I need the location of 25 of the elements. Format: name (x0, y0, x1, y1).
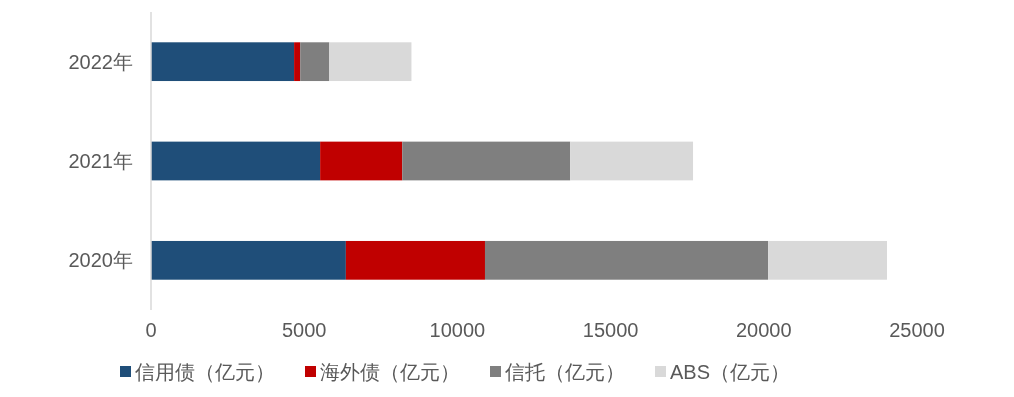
x-tick-label: 20000 (735, 319, 792, 341)
bar (151, 240, 346, 280)
x-tick-label: 25000 (889, 319, 945, 341)
bar (570, 141, 694, 181)
bar (300, 42, 330, 82)
y-tick-label: 2022年 (68, 50, 133, 73)
bar (294, 42, 301, 82)
bar (768, 240, 887, 280)
x-tick-label: 10000 (429, 319, 486, 341)
bar (402, 141, 571, 181)
bar (151, 141, 321, 181)
legend-label: 海外债（亿元） (320, 361, 460, 383)
legend-label: 信托（亿元） (505, 361, 625, 383)
legend-label: 信用债（亿元） (135, 361, 275, 383)
bar (484, 240, 769, 280)
bar (329, 42, 412, 82)
x-tick-label: 0 (145, 319, 157, 341)
bar (320, 141, 403, 181)
bar (151, 42, 295, 82)
y-tick-label: 2021年 (68, 150, 133, 172)
x-tick-label: 5000 (281, 319, 327, 341)
bar (345, 240, 485, 280)
legend-label: ABS（亿元） (670, 361, 791, 383)
x-tick-label: 15000 (582, 319, 639, 341)
y-tick-label: 2020年 (68, 249, 133, 272)
